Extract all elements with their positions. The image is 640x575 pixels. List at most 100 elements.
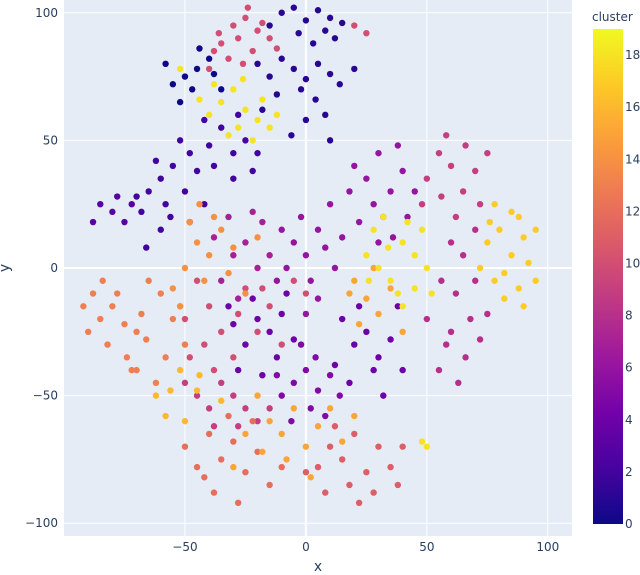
- scatter-point: [355, 218, 363, 226]
- scatter-point: [181, 443, 189, 450]
- scatter-point: [338, 456, 346, 463]
- scatter-point: [205, 405, 213, 412]
- colorbar-tick-label: 14: [625, 152, 640, 166]
- scatter-point: [387, 285, 394, 292]
- scatter-point: [266, 22, 273, 29]
- scatter-point: [312, 96, 319, 103]
- scatter-point: [254, 116, 261, 124]
- colorbar-ticks: 0 2 4 6 8 10 12 14 16 18: [625, 48, 640, 531]
- scatter-point: [491, 200, 498, 208]
- scatter-point: [109, 208, 116, 216]
- scatter-point: [97, 315, 104, 323]
- scatter-point: [242, 285, 249, 292]
- scatter-point: [496, 226, 503, 233]
- scatter-point: [394, 142, 402, 149]
- scatter-point: [242, 106, 249, 113]
- scatter-point: [176, 65, 184, 73]
- scatter-point: [193, 277, 201, 284]
- scatter-point: [302, 75, 310, 83]
- y-tick-label: −50: [33, 389, 58, 403]
- scatter-point: [242, 341, 249, 348]
- scatter-point: [387, 336, 394, 343]
- scatter-point: [326, 14, 334, 22]
- scatter-point: [290, 405, 298, 412]
- scatter-point: [331, 264, 339, 272]
- scatter-point: [307, 405, 314, 412]
- scatter-point: [218, 277, 225, 284]
- scatter-point: [193, 239, 201, 246]
- scatter-point: [346, 379, 353, 387]
- scatter-point: [181, 73, 189, 80]
- scatter-point: [234, 295, 242, 302]
- scatter-point: [133, 366, 140, 374]
- scatter-point: [532, 277, 539, 284]
- scatter-point: [259, 448, 266, 455]
- scatter-point: [491, 277, 498, 284]
- colorbar-tick-label: 4: [625, 413, 633, 427]
- scatter-point: [80, 303, 87, 310]
- scatter-point: [351, 22, 358, 29]
- scatter-point: [351, 65, 358, 73]
- scatter-point: [302, 443, 310, 450]
- scatter-point: [346, 188, 353, 195]
- y-tick-label: −100: [25, 516, 58, 530]
- scatter-point: [230, 354, 237, 361]
- scatter-point: [242, 239, 249, 246]
- scatter-point: [230, 463, 237, 471]
- scatter-point: [326, 137, 334, 144]
- scatter-point: [152, 157, 160, 164]
- scatter-point: [302, 468, 310, 476]
- scatter-point: [254, 417, 261, 425]
- scatter-point: [290, 379, 298, 387]
- scatter-point: [186, 354, 193, 361]
- scatter-point: [394, 290, 402, 297]
- scatter-point: [399, 366, 406, 374]
- scatter-point: [336, 81, 343, 88]
- scatter-point: [225, 132, 232, 139]
- scatter-point: [266, 124, 273, 131]
- scatter-point: [176, 366, 184, 374]
- scatter-point: [89, 290, 97, 297]
- scatter-point: [365, 277, 372, 284]
- colorbar-tick-label: 2: [625, 465, 633, 479]
- scatter-point: [152, 379, 160, 387]
- colorbar-tick-label: 0: [625, 517, 633, 531]
- scatter-point: [363, 175, 370, 182]
- scatter-point: [259, 218, 266, 226]
- scatter-point: [205, 55, 213, 62]
- scatter-point: [273, 354, 281, 361]
- scatter-point: [452, 213, 460, 221]
- scatter-point: [193, 392, 201, 399]
- scatter-point: [443, 341, 450, 348]
- scatter-point: [399, 167, 406, 175]
- scatter-point: [370, 489, 377, 496]
- scatter-point: [326, 443, 334, 450]
- scatter-point: [234, 499, 242, 507]
- scatter-point: [435, 366, 443, 374]
- scatter-point: [351, 277, 358, 284]
- scatter-point: [218, 456, 225, 463]
- scatter-point: [484, 310, 491, 318]
- x-tick-label: 0: [302, 540, 310, 554]
- scatter-point: [114, 193, 121, 200]
- scatter-point: [302, 17, 310, 24]
- scatter-point: [472, 277, 479, 284]
- scatter-point: [266, 73, 273, 80]
- scatter-point: [387, 463, 394, 471]
- scatter-point: [363, 328, 370, 336]
- scatter-point: [278, 430, 285, 438]
- scatter-point: [225, 213, 232, 221]
- scatter-point: [428, 290, 435, 297]
- scatter-point: [242, 405, 249, 412]
- scatter-point: [484, 149, 491, 157]
- scatter-point: [351, 412, 358, 420]
- scatter-point: [314, 7, 322, 14]
- scatter-point: [230, 175, 237, 182]
- scatter-point: [249, 137, 256, 144]
- scatter-point: [210, 423, 218, 430]
- scatter-point: [157, 175, 164, 182]
- scatter-point: [443, 132, 450, 139]
- x-tick-label: 100: [536, 540, 559, 554]
- scatter-point: [351, 341, 358, 348]
